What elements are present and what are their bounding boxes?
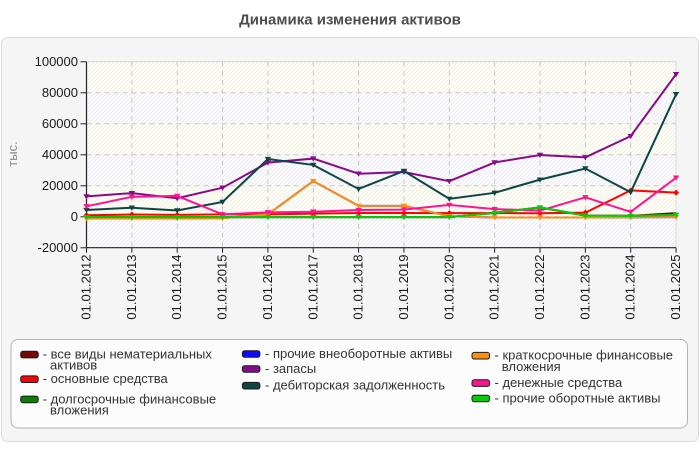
svg-text:-20000: -20000 [38,240,78,255]
svg-text:Динамика изменения активов: Динамика изменения активов [239,12,461,29]
svg-text:60000: 60000 [42,116,78,131]
svg-text:40000: 40000 [42,147,78,162]
svg-text:01.01.2016: 01.01.2016 [260,255,275,320]
svg-text:100000: 100000 [35,54,78,69]
svg-text:20000: 20000 [42,178,78,193]
svg-text:- дебиторская задолженность: - дебиторская задолженность [265,378,445,393]
svg-text:- прочие оборотные активы: - прочие оборотные активы [495,390,661,405]
svg-text:- долгосрочные финансовые: - долгосрочные финансовые [43,391,216,406]
svg-text:активов: активов [50,358,97,373]
svg-text:01.01.2025: 01.01.2025 [668,255,683,320]
svg-text:вложения: вложения [50,403,109,418]
svg-text:01.01.2022: 01.01.2022 [532,255,547,320]
svg-text:- денежные средства: - денежные средства [495,375,624,390]
svg-text:вложения: вложения [502,359,561,374]
svg-text:01.01.2014: 01.01.2014 [169,255,184,320]
svg-text:01.01.2013: 01.01.2013 [124,255,139,320]
svg-text:80000: 80000 [42,85,78,100]
svg-text:01.01.2018: 01.01.2018 [351,255,366,320]
svg-text:- все виды нематериальных: - все виды нематериальных [43,347,213,362]
svg-text:01.01.2015: 01.01.2015 [215,255,230,320]
svg-text:01.01.2024: 01.01.2024 [623,255,638,320]
svg-text:- запасы: - запасы [265,361,316,376]
svg-text:- краткосрочные финансовые: - краткосрочные финансовые [495,348,674,363]
svg-text:01.01.2019: 01.01.2019 [396,255,411,320]
svg-text:01.01.2023: 01.01.2023 [577,255,592,320]
svg-text:- основные средства: - основные средства [43,371,169,386]
svg-text:0: 0 [71,209,78,224]
svg-text:01.01.2021: 01.01.2021 [487,255,502,320]
svg-text:01.01.2017: 01.01.2017 [305,255,320,320]
svg-text:01.01.2012: 01.01.2012 [79,255,94,320]
svg-text:тыс.: тыс. [5,141,20,166]
svg-text:01.01.2020: 01.01.2020 [441,255,456,320]
svg-text:- прочие внеоборотные активы: - прочие внеоборотные активы [265,346,452,361]
